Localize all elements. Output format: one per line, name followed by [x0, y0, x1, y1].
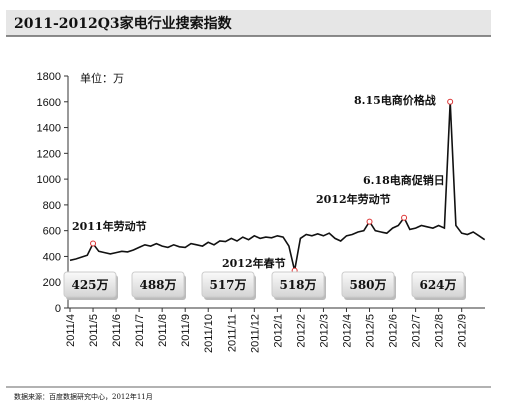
source: 数据来源：百度数据研究中心，2012年11月 [14, 392, 153, 401]
y-tick-label: 0 [55, 303, 61, 315]
event-marker [447, 98, 454, 105]
summary-box [411, 271, 465, 298]
summary-label: 580万 [349, 278, 386, 292]
x-tick-label: 2012/8 [434, 314, 446, 348]
annotation: 2011年劳动节 [72, 219, 147, 233]
y-tick-label: 200 [43, 277, 61, 289]
summary-box [271, 271, 325, 298]
event-marker [366, 218, 373, 225]
summary-box [201, 271, 255, 298]
x-tick-label: 2011/7 [134, 314, 146, 347]
line-series [69, 101, 486, 271]
x-tick-label: 2012/3 [318, 314, 330, 348]
y-tick-label: 400 [43, 251, 61, 263]
x-tick-label: 2012/2 [295, 314, 307, 348]
y-tick-label: 800 [43, 200, 61, 212]
x-tick-label: 2011/6 [111, 314, 123, 347]
x-tick-label: 2011/5 [88, 314, 100, 347]
y-tick-label: 1400 [37, 123, 61, 135]
summary-label: 488万 [139, 278, 176, 292]
summary-box [341, 271, 395, 298]
chart-title: 2011-2012Q3家电行业搜索指数 [14, 15, 233, 32]
summary-box [131, 271, 185, 298]
x-tick-label: 2012/7 [411, 314, 423, 348]
x-tick-label: 2011/11 [226, 314, 238, 352]
annotation: 2012年春节 [222, 256, 286, 270]
y-tick-label: 1600 [37, 97, 61, 109]
y-tick-label: 1800 [37, 71, 61, 83]
annotation: 8.15电商价格战 [354, 93, 436, 107]
y-tick-label: 1000 [37, 174, 61, 186]
x-tick-label: 2012/5 [365, 314, 377, 348]
title-bar [6, 10, 491, 36]
annotation: 2012年劳动节 [316, 192, 391, 206]
summary-label: 518万 [279, 278, 316, 292]
summary-box [63, 271, 117, 298]
x-tick-label: 2011/10 [203, 314, 215, 353]
annotation: 6.18电商促销日 [363, 173, 445, 187]
summary-label: 517万 [209, 278, 246, 292]
x-tick-label: 2012/1 [272, 314, 284, 348]
summary-label: 425万 [71, 278, 108, 292]
x-tick-label: 2012/6 [388, 314, 400, 348]
x-tick-label: 2011/4 [65, 314, 77, 347]
unit-label: 单位：万 [80, 71, 124, 85]
x-tick-label: 2011/9 [180, 314, 192, 347]
event-marker [401, 214, 408, 221]
x-tick-label: 2012/4 [341, 314, 353, 348]
summary-label: 624万 [419, 278, 456, 292]
x-tick-label: 2012/9 [457, 314, 469, 348]
event-marker [90, 240, 97, 247]
y-tick-label: 600 [43, 226, 61, 238]
x-tick-label: 2011/8 [157, 314, 169, 347]
y-tick-label: 1200 [37, 148, 61, 160]
x-tick-label: 2011/12 [249, 314, 261, 353]
